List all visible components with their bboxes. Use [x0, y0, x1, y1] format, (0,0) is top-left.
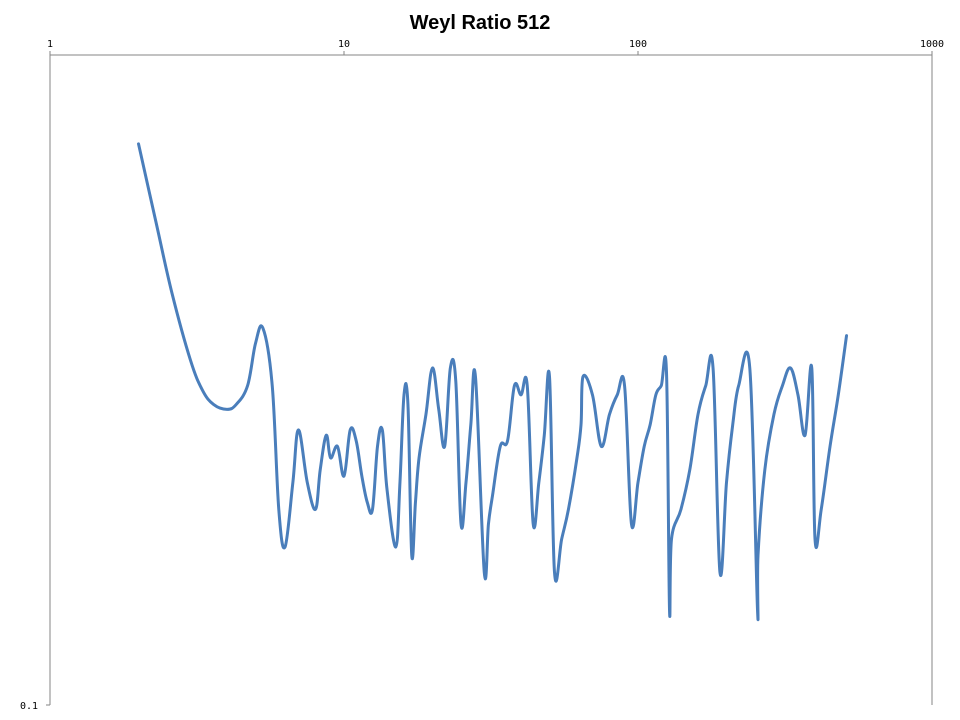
tick-labels: 1 10 100 1000 0.1	[20, 39, 944, 712]
axes	[46, 51, 933, 706]
x-tick-label: 100	[629, 39, 647, 50]
chart-title: Weyl Ratio 512	[409, 12, 551, 34]
x-tick-label: 1	[47, 39, 53, 50]
y-tick-label: 0.1	[20, 701, 38, 712]
series-layer	[137, 142, 849, 621]
x-tick-label: 1000	[920, 39, 944, 50]
x-tick-label: 10	[338, 39, 350, 50]
series-line-0	[137, 142, 849, 621]
